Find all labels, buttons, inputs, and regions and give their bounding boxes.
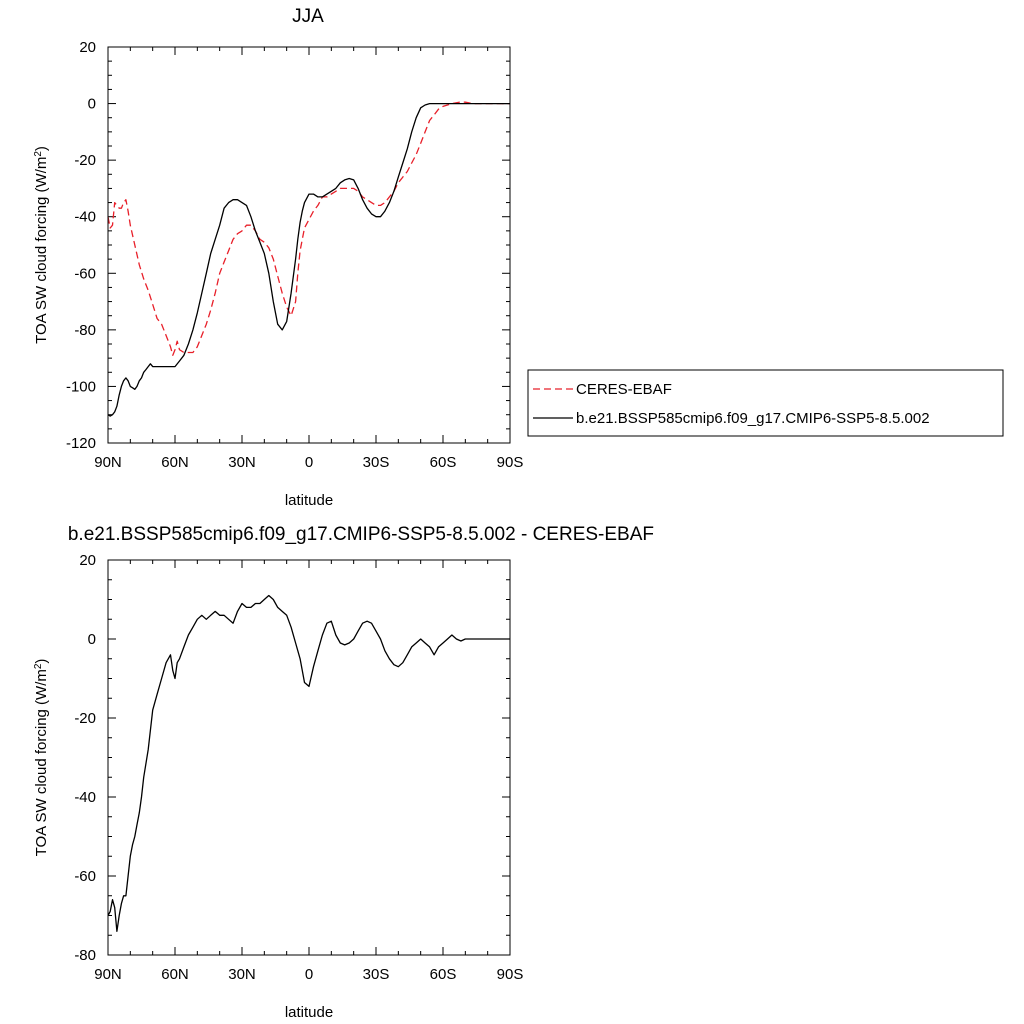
x-tick-label: 30S (363, 454, 390, 471)
bottom-chart-y-tick-labels: 20 0 -20 -40 -60 -80 (74, 552, 96, 964)
y-tick-label: -40 (74, 209, 96, 226)
y-tick-label: -100 (66, 378, 96, 395)
bottom-chart-y-axis-title-superscript: 2 (33, 663, 44, 669)
top-chart-title: JJA (292, 6, 324, 27)
x-tick-label: 60N (161, 454, 189, 471)
y-tick-label: 20 (79, 552, 96, 569)
bottom-chart-panel: 90N 60N 30N 0 30S 60S 90S 20 0 -20 -40 -60 -80 lati… (33, 552, 524, 1021)
bottom-chart-x-tick-labels: 90N 60N 30N 0 30S 60S 90S (94, 966, 523, 983)
x-tick-label: 0 (305, 454, 313, 471)
top-chart-ticks (107, 46, 511, 444)
bottom-chart-ticks (107, 559, 511, 956)
x-tick-label: 30N (228, 454, 256, 471)
x-tick-label: 60S (430, 454, 457, 471)
legend-box (527, 369, 1004, 437)
x-tick-label: 30N (228, 966, 256, 983)
y-tick-label: -20 (74, 710, 96, 727)
top-chart-x-axis-title: latitude (285, 492, 333, 509)
y-tick-label: -60 (74, 868, 96, 885)
top-chart-y-axis-title: TOA SW cloud forcing (W/m2) (33, 146, 51, 344)
legend-label-ceres: CERES-EBAF (576, 381, 672, 398)
y-tick-label: 0 (88, 96, 96, 113)
x-tick-label: 90S (497, 966, 524, 983)
x-tick-label: 90S (497, 454, 524, 471)
bottom-chart-y-axis-title-main: TOA SW cloud forcing (W/m (33, 669, 50, 856)
x-tick-label: 30S (363, 966, 390, 983)
y-tick-label: -120 (66, 435, 96, 452)
top-chart-y-tick-labels: 20 0 -20 -40 -60 -80 -100 -120 (66, 39, 96, 452)
top-chart-x-tick-labels: 90N 60N 30N 0 30S 60S 90S (94, 454, 523, 471)
series-line-difference (107, 594, 510, 932)
y-tick-label: -80 (74, 322, 96, 339)
bottom-chart-series (107, 594, 510, 932)
bottom-chart-title: b.e21.BSSP585cmip6.f09_g17.CMIP6-SSP5-8.… (68, 524, 654, 545)
y-tick-label: 20 (79, 39, 96, 56)
y-tick-label: -80 (74, 947, 96, 964)
x-tick-label: 90N (94, 966, 122, 983)
series-line-b-e21-bssp585cmip6-f09-g17-cmip6-ssp5-8-5-002 (107, 102, 510, 417)
top-chart-y-axis-title-main: TOA SW cloud forcing (W/m (33, 157, 50, 344)
y-tick-label: -40 (74, 789, 96, 806)
y-tick-label: -60 (74, 265, 96, 282)
x-tick-label: 90N (94, 454, 122, 471)
y-tick-label: 0 (88, 631, 96, 648)
bottom-chart-frame (107, 559, 511, 956)
top-chart-series (107, 101, 510, 417)
legend-label-model: b.e21.BSSP585cmip6.f09_g17.CMIP6-SSP5-8.… (576, 410, 930, 427)
top-chart-y-axis-title-close: ) (33, 146, 50, 151)
bottom-chart-x-axis-title: latitude (285, 1004, 333, 1021)
x-tick-label: 60N (161, 966, 189, 983)
top-chart-y-axis-title-superscript: 2 (33, 151, 44, 157)
series-line-ceres-ebaf (107, 101, 510, 356)
top-chart-panel: JJA 90N 60N 30N 0 30S 60S 90S 20 0 -20 -40 -60 -80 -… (33, 6, 1004, 509)
legend: CERES-EBAF b.e21.BSSP585cmip6.f09_g17.CM… (527, 369, 1004, 437)
x-tick-label: 0 (305, 966, 313, 983)
top-chart-frame (107, 46, 511, 444)
x-tick-label: 60S (430, 966, 457, 983)
bottom-chart-y-axis-title: TOA SW cloud forcing (W/m2) (33, 659, 51, 857)
bottom-chart-y-axis-title-close: ) (33, 659, 50, 664)
y-tick-label: -20 (74, 152, 96, 169)
